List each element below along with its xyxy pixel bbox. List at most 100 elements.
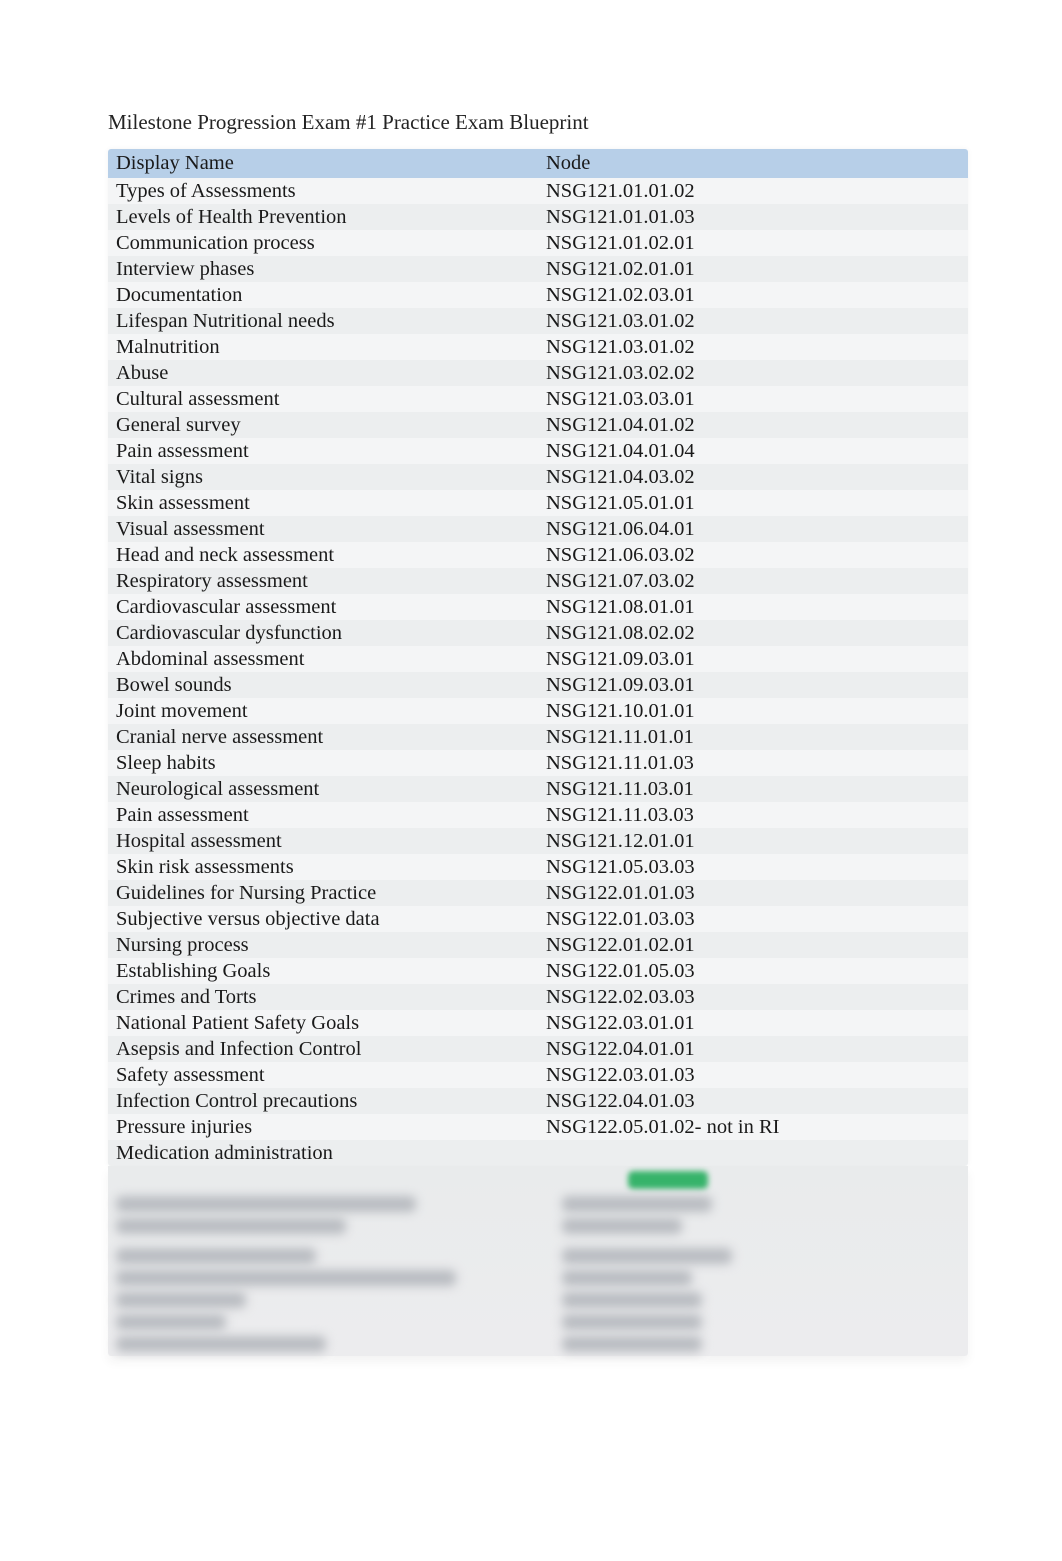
table-row: Respiratory assessmentNSG121.07.03.02	[108, 568, 968, 594]
cell-node: NSG121.02.01.01	[538, 256, 968, 282]
obscured-text	[116, 1292, 246, 1308]
table-row: Cardiovascular dysfunctionNSG121.08.02.0…	[108, 620, 968, 646]
obscured-text	[116, 1270, 456, 1286]
cell-display-name: Subjective versus objective data	[108, 906, 538, 932]
cell-node: NSG121.09.03.01	[538, 646, 968, 672]
cell-node: NSG122.04.01.01	[538, 1036, 968, 1062]
cell-display-name: Hospital assessment	[108, 828, 538, 854]
cell-display-name: Types of Assessments	[108, 178, 538, 204]
table-row: Guidelines for Nursing PracticeNSG122.01…	[108, 880, 968, 906]
cell-node: NSG122.01.05.03	[538, 958, 968, 984]
cell-node: NSG121.03.01.02	[538, 308, 968, 334]
obscured-rows	[108, 1166, 968, 1356]
cell-display-name: Skin risk assessments	[108, 854, 538, 880]
table-row: Cardiovascular assessmentNSG121.08.01.01	[108, 594, 968, 620]
cell-node: NSG122.01.02.01	[538, 932, 968, 958]
cell-display-name: Pressure injuries	[108, 1114, 538, 1140]
cell-display-name: Cardiovascular assessment	[108, 594, 538, 620]
obscured-text	[562, 1196, 712, 1212]
cell-display-name: Safety assessment	[108, 1062, 538, 1088]
table-row: Pain assessmentNSG121.11.03.03	[108, 802, 968, 828]
table-row: Sleep habitsNSG121.11.01.03	[108, 750, 968, 776]
cell-display-name: Neurological assessment	[108, 776, 538, 802]
cell-node: NSG121.02.03.01	[538, 282, 968, 308]
table-row: National Patient Safety GoalsNSG122.03.0…	[108, 1010, 968, 1036]
table-row: Crimes and TortsNSG122.02.03.03	[108, 984, 968, 1010]
cell-node: NSG121.05.01.01	[538, 490, 968, 516]
table-row: DocumentationNSG121.02.03.01	[108, 282, 968, 308]
table-row: Nursing processNSG122.01.02.01	[108, 932, 968, 958]
table-header-row: Display Name Node	[108, 149, 968, 178]
table-row: Communication processNSG121.01.02.01	[108, 230, 968, 256]
obscured-text	[562, 1270, 692, 1286]
cell-node: NSG121.01.01.02	[538, 178, 968, 204]
cell-node	[538, 1140, 968, 1166]
obscured-text	[562, 1292, 702, 1308]
table-row: General surveyNSG121.04.01.02	[108, 412, 968, 438]
table-row: Cranial nerve assessmentNSG121.11.01.01	[108, 724, 968, 750]
cell-display-name: General survey	[108, 412, 538, 438]
obscured-text	[116, 1218, 346, 1234]
cell-node: NSG121.11.03.01	[538, 776, 968, 802]
table-body: Types of AssessmentsNSG121.01.01.02Level…	[108, 178, 968, 1166]
cell-display-name: Skin assessment	[108, 490, 538, 516]
obscured-text	[116, 1196, 416, 1212]
cell-display-name: Pain assessment	[108, 802, 538, 828]
cell-display-name: Crimes and Torts	[108, 984, 538, 1010]
table-row: Neurological assessmentNSG121.11.03.01	[108, 776, 968, 802]
table-row: Levels of Health PreventionNSG121.01.01.…	[108, 204, 968, 230]
cell-node: NSG121.06.04.01	[538, 516, 968, 542]
obscured-text	[562, 1248, 732, 1264]
cell-node: NSG121.10.01.01	[538, 698, 968, 724]
cell-node: NSG121.04.01.04	[538, 438, 968, 464]
cell-node: NSG121.11.01.01	[538, 724, 968, 750]
cell-node: NSG122.02.03.03	[538, 984, 968, 1010]
cell-node: NSG121.12.01.01	[538, 828, 968, 854]
column-header-display-name: Display Name	[108, 149, 538, 178]
cell-node: NSG121.09.03.01	[538, 672, 968, 698]
column-header-node: Node	[538, 149, 968, 178]
table-row: MalnutritionNSG121.03.01.02	[108, 334, 968, 360]
table-row: Skin risk assessmentsNSG121.05.03.03	[108, 854, 968, 880]
cell-node: NSG121.03.02.02	[538, 360, 968, 386]
table-row: Hospital assessmentNSG121.12.01.01	[108, 828, 968, 854]
table-row: Types of AssessmentsNSG121.01.01.02	[108, 178, 968, 204]
table-row: Asepsis and Infection ControlNSG122.04.0…	[108, 1036, 968, 1062]
cell-node: NSG121.07.03.02	[538, 568, 968, 594]
cell-node: NSG121.04.01.02	[538, 412, 968, 438]
cell-display-name: Cranial nerve assessment	[108, 724, 538, 750]
table-row: Pain assessmentNSG121.04.01.04	[108, 438, 968, 464]
cell-display-name: Respiratory assessment	[108, 568, 538, 594]
cell-node: NSG121.05.03.03	[538, 854, 968, 880]
cell-node: NSG121.11.03.03	[538, 802, 968, 828]
obscured-accent-icon	[628, 1171, 708, 1189]
cell-display-name: Communication process	[108, 230, 538, 256]
cell-display-name: Head and neck assessment	[108, 542, 538, 568]
obscured-text	[116, 1314, 226, 1330]
cell-display-name: Abuse	[108, 360, 538, 386]
table-row: Interview phasesNSG121.02.01.01	[108, 256, 968, 282]
table-row: Subjective versus objective dataNSG122.0…	[108, 906, 968, 932]
cell-display-name: Interview phases	[108, 256, 538, 282]
cell-display-name: Cultural assessment	[108, 386, 538, 412]
table-row: Joint movementNSG121.10.01.01	[108, 698, 968, 724]
cell-display-name: Malnutrition	[108, 334, 538, 360]
cell-display-name: Medication administration	[108, 1140, 538, 1166]
cell-display-name: Sleep habits	[108, 750, 538, 776]
blueprint-table: Display Name Node Types of AssessmentsNS…	[108, 149, 968, 1166]
cell-display-name: Establishing Goals	[108, 958, 538, 984]
cell-display-name: Guidelines for Nursing Practice	[108, 880, 538, 906]
table-row: Establishing GoalsNSG122.01.05.03	[108, 958, 968, 984]
cell-display-name: Abdominal assessment	[108, 646, 538, 672]
obscured-text	[562, 1336, 702, 1352]
obscured-text	[562, 1218, 682, 1234]
cell-display-name: Pain assessment	[108, 438, 538, 464]
cell-node: NSG122.05.01.02- not in RI	[538, 1114, 968, 1140]
blueprint-table-wrap: Display Name Node Types of AssessmentsNS…	[108, 149, 968, 1166]
cell-display-name: Bowel sounds	[108, 672, 538, 698]
cell-display-name: Levels of Health Prevention	[108, 204, 538, 230]
table-row: Cultural assessmentNSG121.03.03.01	[108, 386, 968, 412]
cell-display-name: Nursing process	[108, 932, 538, 958]
table-row: Visual assessmentNSG121.06.04.01	[108, 516, 968, 542]
cell-display-name: National Patient Safety Goals	[108, 1010, 538, 1036]
